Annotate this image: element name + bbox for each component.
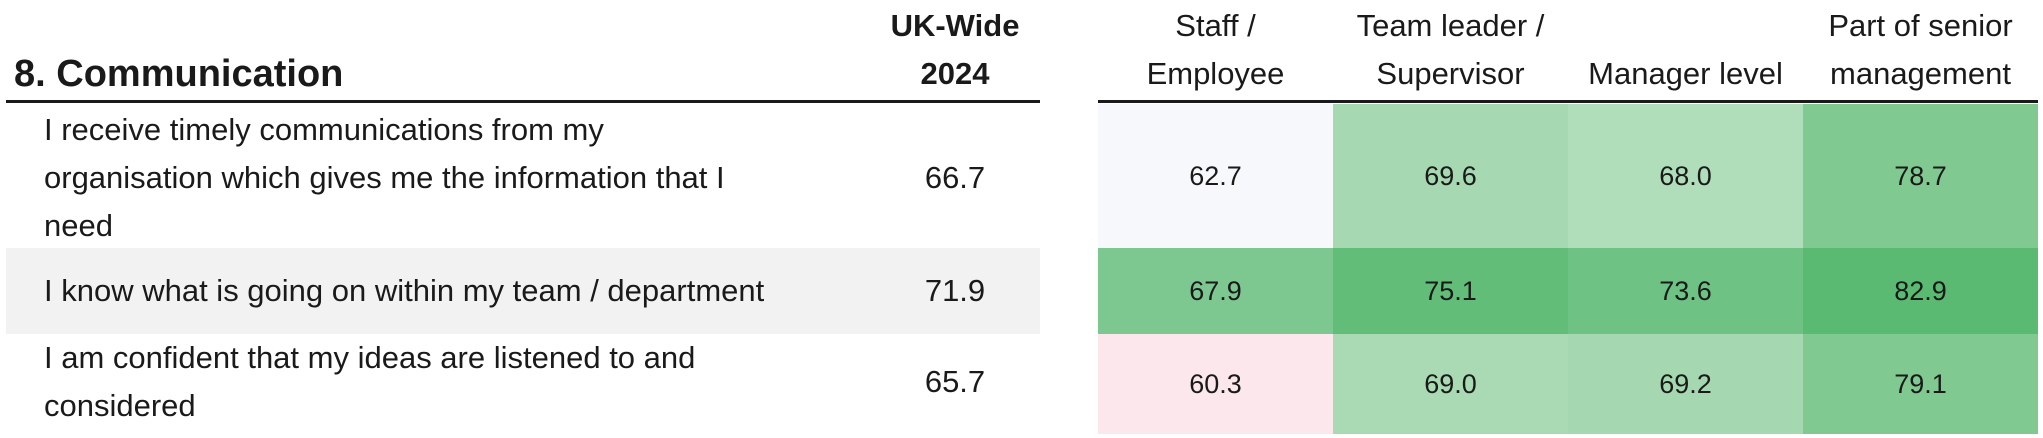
cell-2-staff: 67.9	[1098, 248, 1333, 334]
uk-wide-value-2: 71.9	[924, 273, 986, 308]
question-1-line1: I receive timely communications from my	[44, 112, 604, 147]
uk-wide-value-1: 66.7	[924, 160, 986, 195]
column-header-senior-management: Part of senior management	[1803, 2, 2038, 98]
section-title: 8. Communication	[14, 53, 344, 95]
question-3: I am confident that my ideas are listene…	[44, 334, 864, 430]
cell-1-team-leader: 69.6	[1333, 104, 1568, 248]
column-header-team-leader: Team leader / Supervisor	[1333, 2, 1568, 98]
cell-1-senior: 78.7	[1803, 104, 2038, 248]
row-2-background	[6, 248, 1040, 334]
cell-1-manager: 68.0	[1568, 104, 1803, 248]
question-1-line3: need	[44, 208, 113, 243]
column-header-senior-line2: management	[1830, 56, 2011, 91]
cell-3-staff: 60.3	[1098, 334, 1333, 434]
cell-3-senior: 79.1	[1803, 334, 2038, 434]
question-2-line1: I know what is going on within my team /…	[44, 273, 765, 308]
cell-1-staff: 62.7	[1098, 104, 1333, 248]
cell-3-manager: 69.2	[1568, 334, 1803, 434]
column-header-manager: Manager level	[1568, 2, 1803, 98]
column-header-team-leader-line2: Supervisor	[1376, 56, 1525, 91]
column-header-manager-line1	[1568, 2, 1803, 50]
cell-2-manager: 73.6	[1568, 248, 1803, 334]
cell-3-team-leader: 69.0	[1333, 334, 1568, 434]
column-header-staff-line1: Staff /	[1175, 8, 1256, 43]
uk-wide-value-3: 65.7	[924, 364, 986, 399]
question-3-line2: considered	[44, 388, 196, 423]
column-header-staff: Staff / Employee	[1098, 2, 1333, 98]
column-header-manager-line2: Manager level	[1588, 56, 1783, 91]
uk-wide-header-line2: 2024	[920, 56, 990, 91]
column-header-team-leader-line1: Team leader /	[1356, 8, 1545, 43]
column-header-senior-line1: Part of senior	[1828, 8, 2013, 43]
cell-2-senior: 82.9	[1803, 248, 2038, 334]
column-header-staff-line2: Employee	[1146, 56, 1285, 91]
left-header-rule	[6, 100, 1040, 103]
right-header-rule	[1098, 100, 2038, 103]
question-3-line1: I am confident that my ideas are listene…	[44, 340, 696, 375]
question-2: I know what is going on within my team /…	[44, 267, 864, 315]
uk-wide-header-line1: UK-Wide	[890, 8, 1020, 43]
question-1-line2: organisation which gives me the informat…	[44, 160, 725, 195]
cell-2-team-leader: 75.1	[1333, 248, 1568, 334]
question-1: I receive timely communications from my …	[44, 106, 864, 250]
uk-wide-header: UK-Wide 2024	[860, 2, 1050, 98]
